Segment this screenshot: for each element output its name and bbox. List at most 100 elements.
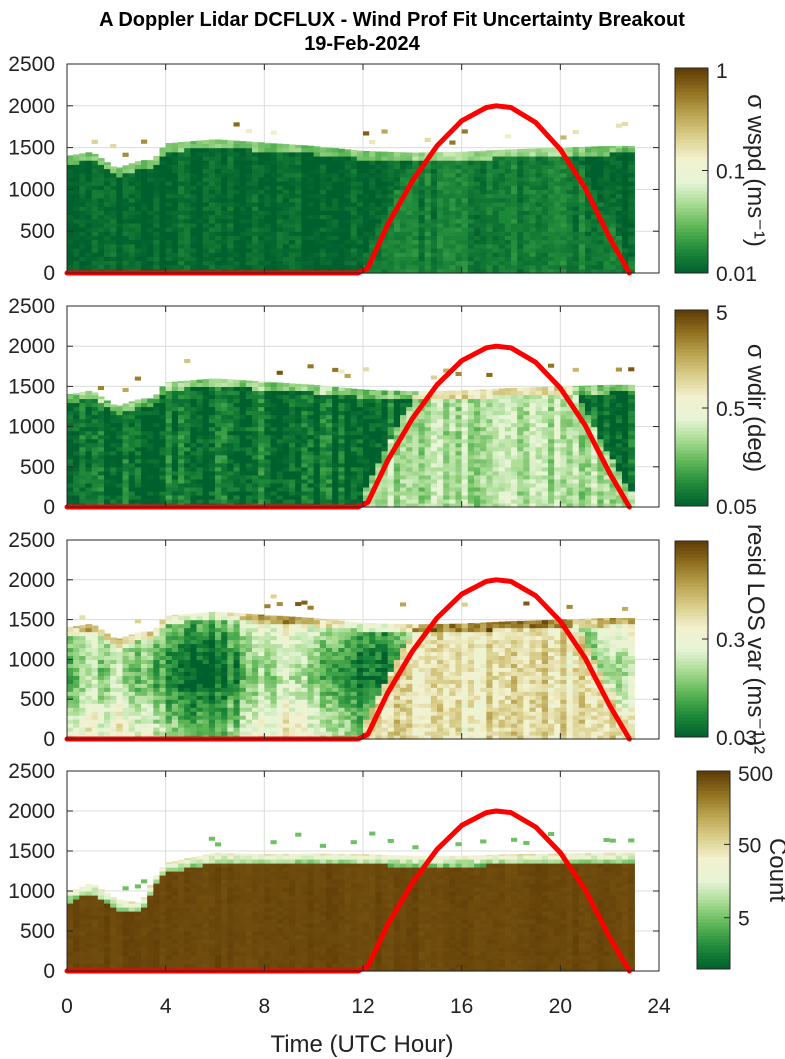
heatmap-cell bbox=[578, 193, 586, 199]
heatmap-cell bbox=[585, 268, 592, 274]
heatmap-cell bbox=[511, 227, 518, 232]
heatmap-cell bbox=[270, 458, 278, 464]
heatmap-cell bbox=[110, 406, 117, 412]
heatmap-cell bbox=[307, 247, 315, 253]
heatmap-cell bbox=[615, 235, 623, 241]
heatmap-cell bbox=[252, 478, 259, 484]
heatmap-cell bbox=[400, 268, 407, 274]
heatmap-cell bbox=[233, 426, 241, 432]
heatmap-cell bbox=[171, 155, 179, 161]
heatmap-cell bbox=[628, 210, 635, 216]
heatmap-cell bbox=[363, 235, 370, 241]
heatmap-cell bbox=[430, 155, 438, 161]
heatmap-cell bbox=[245, 446, 253, 452]
heatmap-cell bbox=[171, 164, 179, 170]
heatmap-cell bbox=[603, 210, 611, 216]
heatmap-cell bbox=[295, 201, 302, 207]
heatmap-cell bbox=[128, 227, 136, 232]
heatmap-cell bbox=[486, 398, 494, 404]
heatmap-cell bbox=[208, 478, 216, 484]
heatmap-cell bbox=[400, 155, 407, 161]
heatmap-cell bbox=[628, 247, 635, 253]
heatmap-cell bbox=[221, 143, 228, 149]
heatmap-cell bbox=[461, 247, 469, 253]
heatmap-cell bbox=[289, 247, 296, 253]
heatmap-cell bbox=[184, 410, 191, 416]
heatmap-cell bbox=[301, 414, 309, 420]
heatmap-cell bbox=[239, 490, 247, 496]
heatmap-cell bbox=[184, 474, 191, 480]
heatmap-cell bbox=[190, 418, 198, 424]
heatmap-cell bbox=[153, 172, 161, 178]
heatmap-cell bbox=[215, 193, 222, 199]
heatmap-cell bbox=[134, 438, 142, 444]
heatmap-cell bbox=[85, 414, 93, 420]
heatmap-cell bbox=[597, 181, 605, 186]
heatmap-cell bbox=[171, 218, 179, 224]
heatmap-cell bbox=[116, 458, 124, 464]
heatmap-cell bbox=[578, 247, 586, 253]
heatmap-cell bbox=[566, 147, 574, 153]
heatmap-cell bbox=[184, 430, 191, 436]
heatmap-cell bbox=[147, 227, 154, 232]
heatmap-cell bbox=[208, 458, 216, 464]
heatmap-cell bbox=[418, 256, 426, 262]
heatmap-cell bbox=[289, 181, 296, 186]
heatmap-cell bbox=[85, 222, 93, 228]
heatmap-cell bbox=[387, 176, 395, 182]
heatmap-cell bbox=[597, 235, 605, 241]
heatmap-cell bbox=[264, 151, 272, 157]
heatmap-cell bbox=[307, 490, 315, 496]
heatmap-cell bbox=[165, 470, 173, 476]
heatmap-cell bbox=[165, 185, 173, 190]
heatmap-cell bbox=[412, 402, 420, 408]
heatmap-cell bbox=[141, 446, 148, 452]
heatmap-cell bbox=[128, 410, 136, 416]
heatmap-cell bbox=[233, 422, 241, 428]
heatmap-cell bbox=[79, 446, 87, 452]
heatmap-cell bbox=[270, 422, 278, 428]
heatmap-cell bbox=[178, 172, 185, 178]
heatmap-cell bbox=[313, 247, 321, 253]
heatmap-cell bbox=[319, 185, 327, 190]
heatmap-cell bbox=[289, 193, 296, 199]
heatmap-cell bbox=[381, 235, 389, 241]
heatmap-cell bbox=[437, 264, 444, 270]
heatmap-cell bbox=[430, 218, 438, 224]
heatmap-cell bbox=[572, 227, 580, 232]
heatmap-cell bbox=[535, 222, 543, 228]
heatmap-cell bbox=[406, 193, 413, 199]
heatmap-cell bbox=[282, 201, 290, 207]
heatmap-cell bbox=[356, 434, 364, 440]
heatmap-cell bbox=[585, 252, 592, 257]
heatmap-cell bbox=[338, 482, 346, 488]
heatmap-cell bbox=[560, 247, 568, 253]
heatmap-cell bbox=[91, 450, 99, 456]
heatmap-cell bbox=[165, 430, 173, 436]
heatmap-cell bbox=[356, 394, 364, 400]
heatmap-cell bbox=[393, 268, 401, 274]
heatmap-cell bbox=[196, 189, 204, 195]
heatmap-cell bbox=[282, 160, 290, 165]
heatmap-cell bbox=[461, 442, 469, 448]
heatmap-cell bbox=[363, 458, 370, 464]
heatmap-cell bbox=[97, 422, 105, 428]
heatmap-cell bbox=[609, 252, 617, 257]
heatmap-cell bbox=[400, 446, 407, 452]
heatmap-cell bbox=[91, 462, 99, 468]
heatmap-cell bbox=[344, 181, 352, 186]
colorbar-segment bbox=[675, 218, 708, 223]
heatmap-cell bbox=[406, 438, 413, 444]
heatmap-cell bbox=[147, 231, 154, 236]
heatmap-cell bbox=[387, 478, 395, 484]
heatmap-cell bbox=[258, 418, 265, 424]
heatmap-cell bbox=[443, 498, 450, 504]
heatmap-cell bbox=[215, 398, 222, 404]
heatmap-cell bbox=[104, 410, 111, 416]
heatmap-cell bbox=[289, 386, 296, 392]
heatmap-cell bbox=[110, 189, 117, 195]
heatmap-cell bbox=[233, 450, 241, 456]
heatmap-cell bbox=[455, 214, 463, 220]
heatmap-cell bbox=[202, 210, 210, 216]
heatmap-cell bbox=[400, 410, 407, 416]
